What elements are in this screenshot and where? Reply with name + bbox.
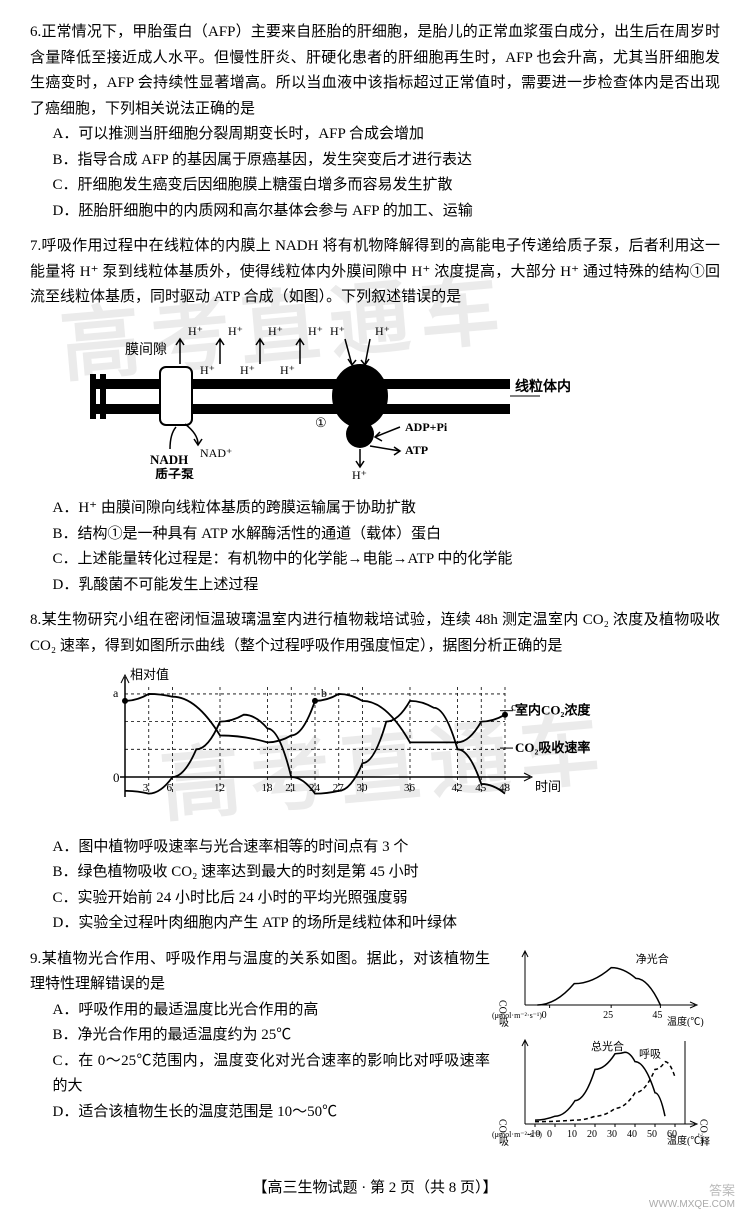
svg-text:H⁺: H⁺ (330, 324, 345, 338)
svg-text:48: 48 (499, 782, 511, 794)
svg-text:45: 45 (652, 1010, 662, 1021)
brand-watermark: 答案 WWW.MXQE.COM (649, 1183, 735, 1211)
svg-text:CO₂释放: CO₂释放 (698, 1119, 710, 1146)
svg-text:时间: 时间 (535, 779, 561, 794)
svg-text:50: 50 (647, 1129, 657, 1140)
svg-text:(μmol·m⁻²·s⁻¹): (μmol·m⁻²·s⁻¹) (492, 1130, 542, 1139)
svg-text:ADP+Pi: ADP+Pi (405, 420, 448, 434)
svg-text:a: a (113, 686, 119, 700)
svg-text:室内CO₂浓度: 室内CO₂浓度 (515, 703, 591, 718)
q9-option-c: C．在 0～25℃范围内，温度变化对光合速率的影响比对呼吸速率的大 (53, 1049, 491, 1100)
q8-option-d: D．实验全过程叶肉细胞内产生 ATP 的场所是线粒体和叶绿体 (53, 911, 721, 937)
svg-text:40: 40 (627, 1129, 637, 1140)
svg-text:H⁺: H⁺ (352, 468, 367, 479)
question-6-text: 正常情况下，甲胎蛋白（AFP）主要来自胚胎的肝细胞，是胎儿的正常血浆蛋白成分，出… (30, 24, 720, 117)
q6-option-a: A．可以推测当肝细胞分裂周期变长时，AFP 合成会增加 (53, 122, 721, 148)
svg-text:30: 30 (357, 782, 369, 794)
svg-text:42: 42 (452, 782, 463, 794)
q6-option-d: D．胚胎肝细胞中的内质网和高尔基体会参与 AFP 的加工、运输 (53, 199, 721, 225)
svg-text:H⁺: H⁺ (228, 324, 243, 338)
svg-text:H⁺: H⁺ (188, 324, 203, 338)
svg-text:H⁺: H⁺ (308, 324, 323, 338)
question-9-text: 某植物光合作用、呼吸作用与温度的关系如图。据此，对该植物生理特性理解错误的是 (30, 951, 490, 993)
svg-text:H⁺: H⁺ (375, 324, 390, 338)
question-7: 7.呼吸作用过程中在线粒体的内膜上 NADH 将有机物降解得到的高能电子传递给质… (30, 234, 720, 598)
q8-option-a: A．图中植物呼吸速率与光合速率相等的时间点有 3 个 (53, 835, 721, 861)
page-footer: 【高三生物试题 · 第 2 页（共 8 页）】 (30, 1176, 720, 1202)
svg-text:b: b (321, 686, 327, 700)
question-6: 6.正常情况下，甲胎蛋白（AFP）主要来自胚胎的肝细胞，是胎儿的正常血浆蛋白成分… (30, 20, 720, 224)
question-8-number: 8. (30, 612, 41, 628)
svg-text:H⁺: H⁺ (200, 363, 215, 377)
svg-text:0: 0 (113, 770, 120, 785)
svg-text:NADH: NADH (150, 452, 188, 467)
q6-option-c: C．肝细胞发生癌变后因细胞膜上糖蛋白增多而容易发生扩散 (53, 173, 721, 199)
svg-text:18: 18 (262, 782, 274, 794)
svg-text:温度(℃): 温度(℃) (667, 1015, 704, 1027)
svg-text:10: 10 (567, 1129, 577, 1140)
svg-text:H⁺: H⁺ (268, 324, 283, 338)
svg-text:36: 36 (404, 782, 416, 794)
q8-option-c: C．实验开始前 24 小时比后 24 小时的平均光照强度弱 (53, 886, 721, 912)
q9-charts: 02545温度(℃)CO₂吸收(μmol·m⁻²·s⁻¹)净光合 -100102… (490, 947, 720, 1156)
svg-text:膜间隙: 膜间隙 (125, 342, 167, 358)
question-6-stem: 6.正常情况下，甲胎蛋白（AFP）主要来自胚胎的肝细胞，是胎儿的正常血浆蛋白成分… (30, 20, 720, 122)
q8-option-b: B．绿色植物吸收 CO₂ 速率达到最大的时刻是第 45 小时 (53, 860, 721, 886)
svg-text:①: ① (315, 415, 327, 430)
svg-text:呼吸: 呼吸 (639, 1048, 661, 1061)
q7-option-a: A．H⁺ 由膜间隙向线粒体基质的跨膜运输属于协助扩散 (53, 496, 721, 522)
q7-option-c: C．上述能量转化过程是：有机物中的化学能→电能→ATP 中的化学能 (53, 547, 721, 573)
svg-text:H⁺: H⁺ (280, 363, 295, 377)
svg-text:30: 30 (607, 1129, 617, 1140)
question-7-number: 7. (30, 238, 41, 254)
question-8-text: 某生物研究小组在密闭恒温玻璃温室内进行植物栽培试验，连续 48h 测定温室内 C… (30, 612, 720, 654)
question-8: 8.某生物研究小组在密闭恒温玻璃温室内进行植物栽培试验，连续 48h 测定温室内… (30, 608, 720, 937)
svg-text:CO₂吸收速率: CO₂吸收速率 (515, 740, 590, 755)
q8-chart: 相对值时间03612182124273036424548abc室内CO₂浓度CO… (70, 667, 720, 827)
q7-diagram: 膜间隙 H⁺ H⁺ H⁺ H⁺ H⁺ H⁺ H⁺ H⁺ H⁺ 线粒体内膜 NAD… (70, 319, 720, 489)
svg-text:H⁺: H⁺ (240, 363, 255, 377)
svg-text:总光合: 总光合 (591, 1039, 624, 1053)
question-6-number: 6. (30, 24, 41, 40)
svg-text:0: 0 (542, 1010, 547, 1021)
svg-text:净光合: 净光合 (636, 951, 669, 965)
question-7-stem: 7.呼吸作用过程中在线粒体的内膜上 NADH 将有机物降解得到的高能电子传递给质… (30, 234, 720, 311)
svg-text:25: 25 (603, 1010, 613, 1021)
q9-option-b: B．净光合作用的最适温度约为 25℃ (53, 1023, 491, 1049)
question-8-stem: 8.某生物研究小组在密闭恒温玻璃温室内进行植物栽培试验，连续 48h 测定温室内… (30, 608, 720, 659)
svg-text:ATP: ATP (405, 443, 428, 457)
svg-text:12: 12 (214, 782, 225, 794)
svg-text:0: 0 (547, 1129, 552, 1140)
question-9-stem: 9.某植物光合作用、呼吸作用与温度的关系如图。据此，对该植物生理特性理解错误的是 (30, 947, 490, 998)
q6-option-b: B．指导合成 AFP 的基因属于原癌基因，发生突变后才进行表达 (53, 148, 721, 174)
q9-option-d: D．适合该植物生长的温度范围是 10～50℃ (53, 1100, 491, 1126)
q7-option-b: B．结构①是一种具有 ATP 水解酶活性的通道（载体）蛋白 (53, 522, 721, 548)
svg-text:相对值: 相对值 (130, 667, 169, 682)
question-7-text: 呼吸作用过程中在线粒体的内膜上 NADH 将有机物降解得到的高能电子传递给质子泵… (30, 238, 720, 305)
svg-text:线粒体内膜: 线粒体内膜 (515, 378, 570, 395)
svg-text:质子泵: 质子泵 (155, 467, 194, 479)
svg-text:21: 21 (285, 782, 296, 794)
svg-text:20: 20 (587, 1129, 597, 1140)
svg-text:NAD⁺: NAD⁺ (200, 446, 232, 460)
q7-option-d: D．乳酸菌不可能发生上述过程 (53, 573, 721, 599)
question-9-number: 9. (30, 951, 41, 967)
question-9: 9.某植物光合作用、呼吸作用与温度的关系如图。据此，对该植物生理特性理解错误的是… (30, 947, 720, 1156)
svg-text:(μmol·m⁻²·s⁻¹): (μmol·m⁻²·s⁻¹) (492, 1011, 542, 1020)
q9-option-a: A．呼吸作用的最适温度比光合作用的高 (53, 998, 491, 1024)
